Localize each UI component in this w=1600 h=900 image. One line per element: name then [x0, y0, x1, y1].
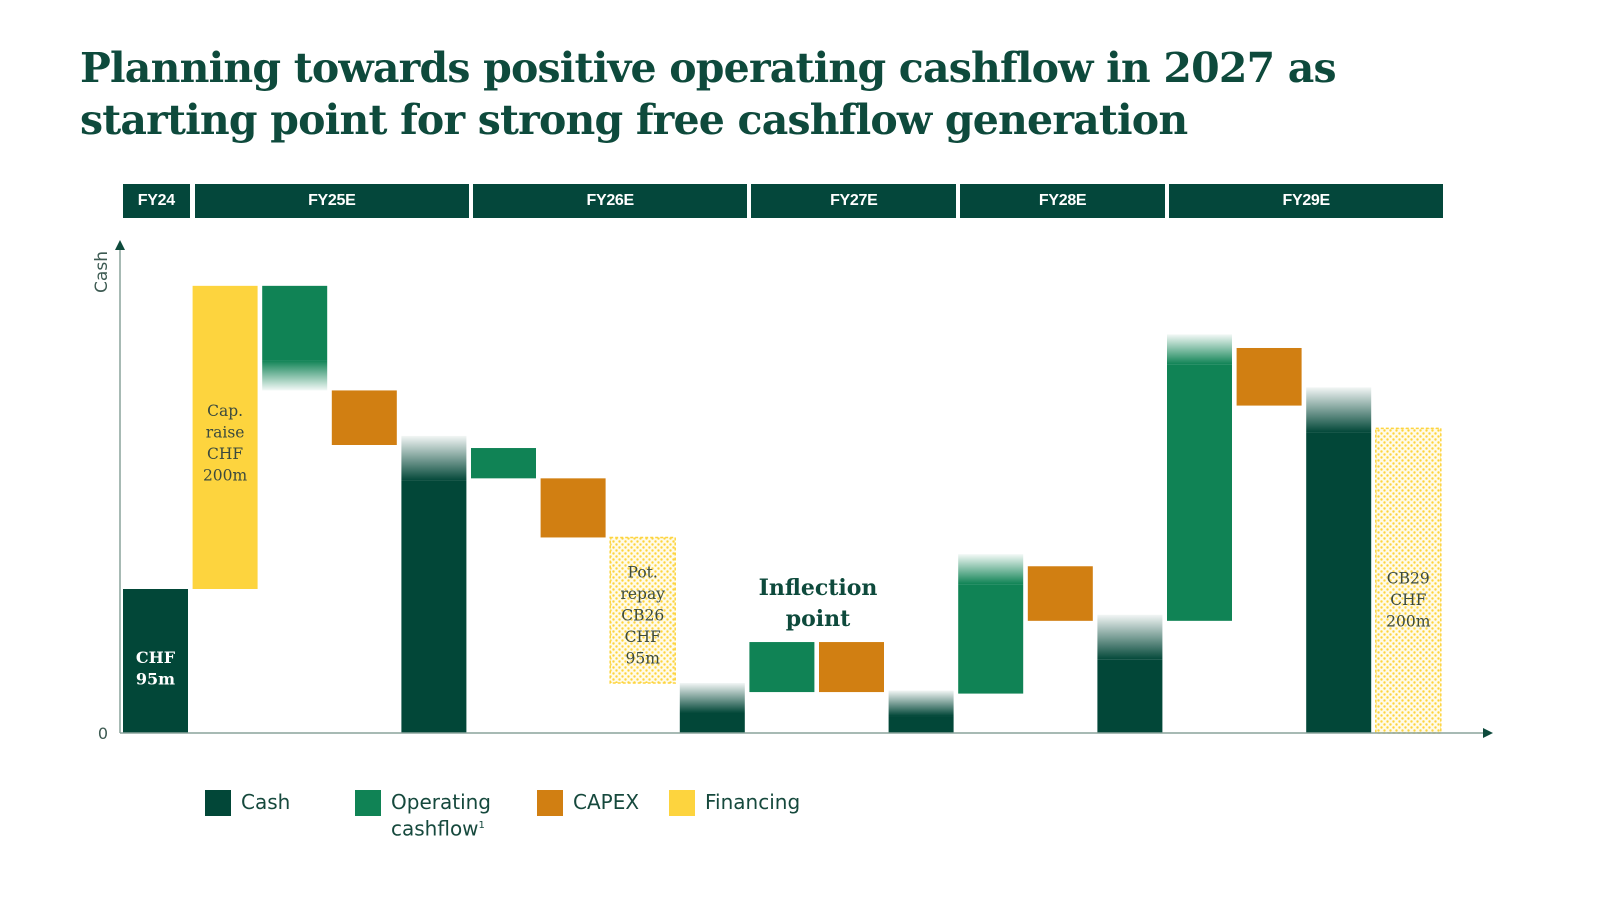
- bar-fade-operating-fy28e: [958, 554, 1024, 585]
- bar-operating-fy26e: [471, 448, 536, 479]
- bar-capex-fy28e: [1027, 566, 1093, 621]
- title-line-2: starting point for strong free cashflow …: [80, 96, 1188, 144]
- bar-capex-fy26e: [540, 478, 606, 538]
- title-line-1: Planning towards positive operating cash…: [80, 44, 1337, 92]
- bar-financing-fy26e: [609, 536, 676, 684]
- legend-item-capex: CAPEX: [537, 790, 639, 816]
- period-header-fy27e: FY27E: [751, 184, 957, 218]
- bar-label-financing-fy25e: Cap. raise CHF 200m: [203, 402, 248, 485]
- legend-label-operating: Operating cashflow1: [391, 790, 491, 841]
- bar-label-financing-fy29e: CB29 CHF 200m: [1386, 569, 1431, 630]
- legend-swatch-operating: [355, 790, 381, 816]
- period-header-fy28e: FY28E: [960, 184, 1165, 218]
- period-header-fy26e: FY26E: [473, 184, 748, 218]
- bar-label-cash-fy24: CHF 95m: [136, 648, 176, 689]
- legend-label-operating-line2: cashflow: [391, 816, 479, 841]
- y-tick-label-0: 0: [98, 724, 108, 743]
- period-header-fy24: FY24: [123, 184, 190, 218]
- bar-capex-fy27e: [819, 642, 884, 693]
- bar-cash-fy27e: [888, 716, 954, 733]
- legend-item-financing: Financing: [669, 790, 800, 816]
- y-axis-arrow-icon: [115, 240, 125, 250]
- bar-fade-operating-fy25e: [262, 360, 328, 391]
- bar-capex-fy25e: [331, 390, 397, 445]
- bar-operating-fy28e: [958, 584, 1024, 694]
- y-axis-label: Cash: [92, 251, 112, 293]
- legend-label-cash: Cash: [241, 790, 291, 814]
- bar-cash-fy24: [123, 589, 188, 733]
- bar-fade-cash-fy27e: [888, 690, 954, 717]
- bar-cash-fy29e: [1306, 432, 1372, 733]
- bars-layer: [123, 285, 1442, 734]
- bar-fade-operating-fy29e: [1167, 334, 1232, 365]
- bar-label-financing-fy26e: Pot. repay CB26 CHF 95m: [620, 563, 665, 667]
- bar-labels-layer: CHF 95m Cap. raise CHF 200m Pot. repay CB26 CHF 95…: [136, 402, 1431, 689]
- legend-swatch-capex: [537, 790, 563, 816]
- legend-item-cash: Cash: [205, 790, 290, 816]
- legend-label-operating-line1: Operating: [391, 790, 491, 814]
- page-title: Planning towards positive operating cash…: [80, 42, 1380, 146]
- bar-financing-fy25e: [192, 285, 258, 589]
- bar-operating-fy25e: [262, 285, 328, 361]
- bar-fade-cash-fy25e: [401, 435, 467, 481]
- legend-item-operating-cashflow: Operating cashflow1: [355, 790, 491, 841]
- axes-layer: Cash 0: [92, 240, 1493, 743]
- bar-fade-cash-fy26e: [679, 682, 745, 713]
- legend-swatch-cash: [205, 790, 231, 816]
- legend-label-financing: Financing: [705, 790, 801, 814]
- period-header-fy25e: FY25E: [194, 184, 469, 218]
- bar-cash-fy25e: [401, 480, 467, 733]
- annotation-inflection-point: Inflection point: [759, 575, 878, 632]
- legend-label-capex: CAPEX: [573, 790, 640, 814]
- bar-cash-fy26e: [679, 712, 745, 733]
- bar-operating-fy29e: [1167, 364, 1232, 621]
- bar-fade-cash-fy28e: [1097, 614, 1163, 660]
- x-axis-arrow-icon: [1483, 728, 1493, 738]
- period-header-fy29e: FY29E: [1169, 184, 1444, 218]
- legend-swatch-financing: [669, 790, 695, 816]
- bar-cash-fy28e: [1097, 659, 1163, 733]
- bar-financing-fy29e: [1375, 427, 1442, 734]
- bar-fade-cash-fy29e: [1306, 387, 1372, 433]
- footnote-marker: 1: [478, 820, 485, 831]
- bar-capex-fy29e: [1236, 347, 1302, 406]
- bar-operating-fy27e: [749, 642, 815, 693]
